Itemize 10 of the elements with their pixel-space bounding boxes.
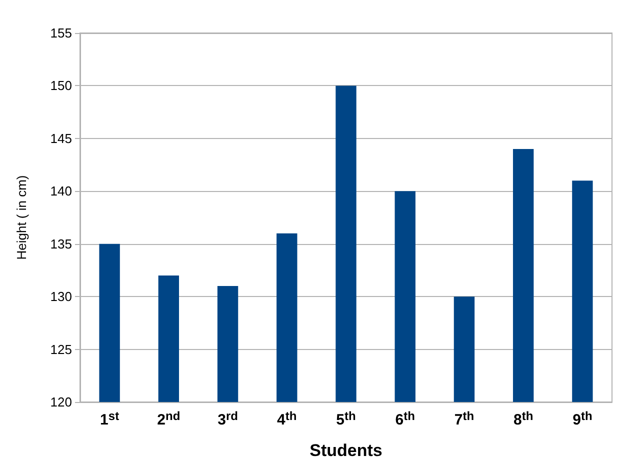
y-tick-label: 135 <box>50 236 72 252</box>
y-tick-label: 150 <box>50 78 72 94</box>
y-tick-label: 120 <box>50 394 72 410</box>
y-axis-title: Height ( in cm) <box>14 175 29 260</box>
y-tick-label: 140 <box>50 184 72 199</box>
x-axis-title: Students <box>310 441 382 460</box>
y-tick-label: 125 <box>50 342 72 357</box>
y-tick-label: 130 <box>50 289 72 304</box>
y-tick-label: 145 <box>50 130 72 146</box>
y-tick-label: 155 <box>50 26 72 40</box>
